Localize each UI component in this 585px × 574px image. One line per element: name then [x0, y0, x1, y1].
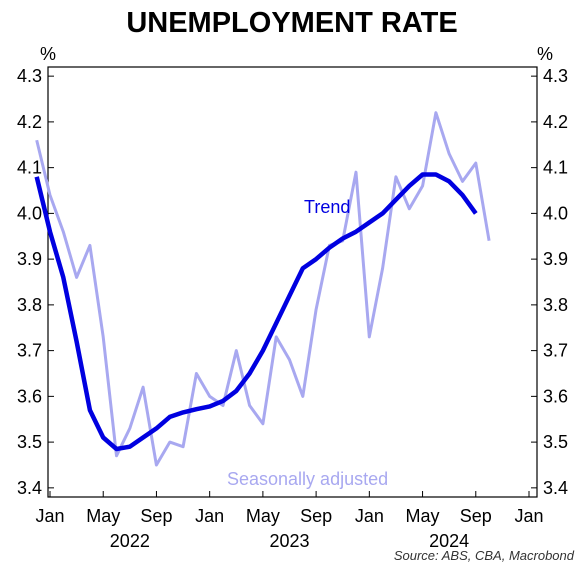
source-note: Source: ABS, CBA, Macrobond — [394, 548, 575, 563]
plot-frame — [47, 66, 538, 498]
trend-series — [34, 172, 478, 452]
y-tick-label-left: 3.8 — [17, 295, 42, 315]
x-tick-label: May — [246, 506, 280, 526]
x-tick-label: Sep — [300, 506, 332, 526]
x-tick-label: Jan — [195, 506, 224, 526]
x-tick-label: May — [406, 506, 440, 526]
seasonally-adjusted-series — [35, 111, 491, 467]
y-tick-label-right: 4.2 — [543, 112, 568, 132]
y-tick-label-right: 4.3 — [543, 66, 568, 86]
x-tick-label: May — [86, 506, 120, 526]
y-tick-label-right: 3.6 — [543, 386, 568, 406]
y-tick-label-left: 3.7 — [17, 341, 42, 361]
seasonally-adjusted-label: Seasonally adjusted — [227, 469, 388, 489]
chart-title: UNEMPLOYMENT RATE — [126, 7, 457, 39]
trend-line — [34, 172, 478, 452]
y-tick-label-right: 4.1 — [543, 158, 568, 178]
seasonally-adjusted-line — [35, 111, 491, 467]
y-tick-label-left: 4.0 — [17, 203, 42, 223]
y-tick-label-left: 3.5 — [17, 432, 42, 452]
y-tick-label-left: 3.4 — [17, 478, 42, 498]
year-label: 2023 — [269, 531, 309, 551]
year-label: 2022 — [110, 531, 150, 551]
y-axis-unit-right: % — [537, 44, 553, 64]
y-tick-label-left: 4.3 — [17, 66, 42, 86]
y-ticks-left: 3.4 3.5 3.6 3.7 3.8 3.9 4.0 4.1 4.2 4.3 — [17, 66, 54, 498]
y-tick-label-left: 4.1 — [17, 158, 42, 178]
y-tick-label-right: 4.0 — [543, 203, 568, 223]
series-layer — [34, 111, 491, 467]
y-axis-unit-left: % — [40, 44, 56, 64]
x-tick-label: Sep — [460, 506, 492, 526]
y-tick-label-left: 3.9 — [17, 249, 42, 269]
x-ticks: Jan May Sep Jan May Sep Jan May Sep Jan 2022 2023 20… — [35, 491, 544, 551]
x-tick-label: Jan — [514, 506, 543, 526]
y-tick-label-right: 3.5 — [543, 432, 568, 452]
y-tick-label-right: 3.9 — [543, 249, 568, 269]
y-tick-label-right: 3.8 — [543, 295, 568, 315]
year-label: 2024 — [429, 531, 469, 551]
x-tick-label: Sep — [140, 506, 172, 526]
y-ticks-right: 3.4 3.5 3.6 3.7 3.8 3.9 4.0 4.1 4.2 4.3 — [531, 66, 568, 498]
x-tick-label: Jan — [355, 506, 384, 526]
trend-label: Trend — [304, 197, 350, 217]
y-tick-label-left: 4.2 — [17, 112, 42, 132]
y-tick-label-right: 3.4 — [543, 478, 568, 498]
y-tick-label-right: 3.7 — [543, 341, 568, 361]
y-tick-label-left: 3.6 — [17, 386, 42, 406]
x-tick-label: Jan — [35, 506, 64, 526]
